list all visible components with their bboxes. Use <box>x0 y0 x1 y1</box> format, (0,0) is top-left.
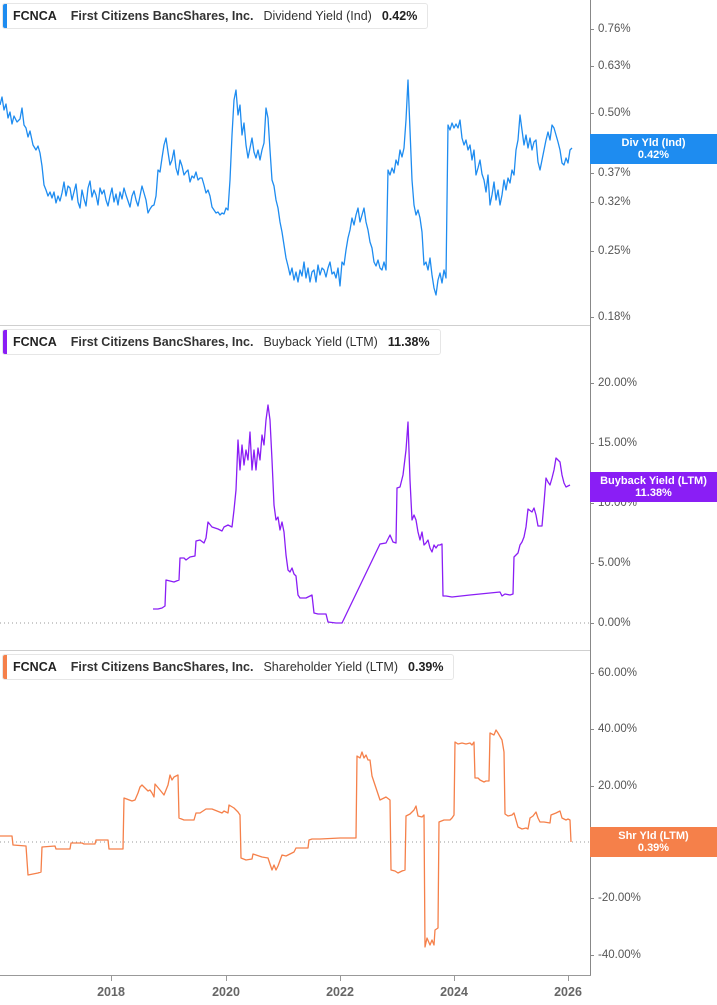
y-tick-mark <box>591 317 594 318</box>
y-tick-label: 40.00% <box>598 723 638 735</box>
legend-value: 0.42% <box>381 9 418 23</box>
x-tick-mark <box>568 976 569 981</box>
y-tick-mark <box>591 383 594 384</box>
shareholder-last-value-badge: Shr Yld (LTM) 0.39% <box>590 827 717 857</box>
legend-metric: Shareholder Yield (LTM) <box>263 660 399 674</box>
legend-metric: Buyback Yield (LTM) <box>263 335 378 349</box>
x-tick-mark <box>454 976 455 981</box>
y-tick-label: 0.76% <box>598 23 631 35</box>
panel-divider <box>0 650 590 651</box>
y-tick-label: 15.00% <box>598 437 638 449</box>
y-tick-label: 5.00% <box>598 557 631 569</box>
y-tick-mark <box>591 563 594 564</box>
buyback-legend-color-swatch <box>3 330 7 354</box>
dividend-last-value-badge: Div Yld (Ind) 0.42% <box>590 134 717 164</box>
y-tick-mark <box>591 66 594 67</box>
badge-value: 0.39% <box>637 842 670 854</box>
y-tick-mark <box>591 673 594 674</box>
legend-company: First Citizens BancShares, Inc. <box>70 9 254 23</box>
x-tick-mark <box>340 976 341 981</box>
y-tick-mark <box>591 729 594 730</box>
badge-label: Shr Yld (LTM) <box>618 830 689 842</box>
y-tick-mark <box>591 955 594 956</box>
y-tick-mark <box>591 173 594 174</box>
y-tick-label: 0.37% <box>598 167 631 179</box>
y-tick-label: -20.00% <box>598 892 641 904</box>
buyback-yield-line <box>153 404 571 624</box>
x-tick-mark <box>111 976 112 981</box>
y-tick-mark <box>591 503 594 504</box>
y-tick-mark <box>591 898 594 899</box>
buyback-legend[interactable]: FCNCA First Citizens BancShares, Inc. Bu… <box>2 329 441 355</box>
y-tick-label: 60.00% <box>598 667 638 679</box>
x-tick-label: 2020 <box>212 985 240 999</box>
x-tick-label: 2018 <box>97 985 125 999</box>
badge-value: 0.42% <box>637 149 670 161</box>
x-tick-label: 2022 <box>326 985 354 999</box>
y-tick-label: 0.00% <box>598 617 631 629</box>
y-tick-label: 0.32% <box>598 196 631 208</box>
legend-metric: Dividend Yield (Ind) <box>263 9 372 23</box>
dividend-legend-color-swatch <box>3 4 7 28</box>
legend-value: 0.39% <box>408 660 444 674</box>
y-tick-label: 0.63% <box>598 60 631 72</box>
y-tick-label: 0.18% <box>598 311 631 323</box>
y-tick-label: 0.25% <box>598 245 631 257</box>
y-tick-mark <box>591 113 594 114</box>
legend-company: First Citizens BancShares, Inc. <box>70 335 254 349</box>
y-tick-label: 20.00% <box>598 377 638 389</box>
y-tick-mark <box>591 443 594 444</box>
x-tick-label: 2026 <box>554 985 582 999</box>
shareholder-legend-color-swatch <box>3 655 7 679</box>
dividend-legend[interactable]: FCNCA First Citizens BancShares, Inc. Di… <box>2 3 429 29</box>
legend-value: 11.38% <box>387 335 430 349</box>
y-tick-label: 20.00% <box>598 780 638 792</box>
y-tick-mark <box>591 202 594 203</box>
badge-label: Div Yld (Ind) <box>621 137 686 149</box>
y-tick-mark <box>591 623 594 624</box>
legend-company: First Citizens BancShares, Inc. <box>70 660 254 674</box>
y-tick-label: 0.50% <box>598 107 631 119</box>
panel-divider <box>0 325 590 326</box>
x-axis-line <box>0 975 591 976</box>
x-tick-mark <box>226 976 227 981</box>
buyback-last-value-badge: Buyback Yield (LTM) 11.38% <box>590 472 717 502</box>
y-tick-mark <box>591 786 594 787</box>
x-tick-label: 2024 <box>440 985 468 999</box>
y-tick-mark <box>591 251 594 252</box>
badge-label: Buyback Yield (LTM) <box>600 475 707 487</box>
badge-value: 11.38% <box>635 487 672 499</box>
legend-ticker: FCNCA <box>13 9 57 23</box>
legend-ticker: FCNCA <box>13 660 57 674</box>
y-tick-mark <box>591 29 594 30</box>
y-tick-label: -40.00% <box>598 949 641 961</box>
dividend-yield-line <box>0 79 573 296</box>
legend-ticker: FCNCA <box>13 335 57 349</box>
shareholder-legend[interactable]: FCNCA First Citizens BancShares, Inc. Sh… <box>2 654 455 680</box>
shareholder-yield-line <box>0 729 572 948</box>
